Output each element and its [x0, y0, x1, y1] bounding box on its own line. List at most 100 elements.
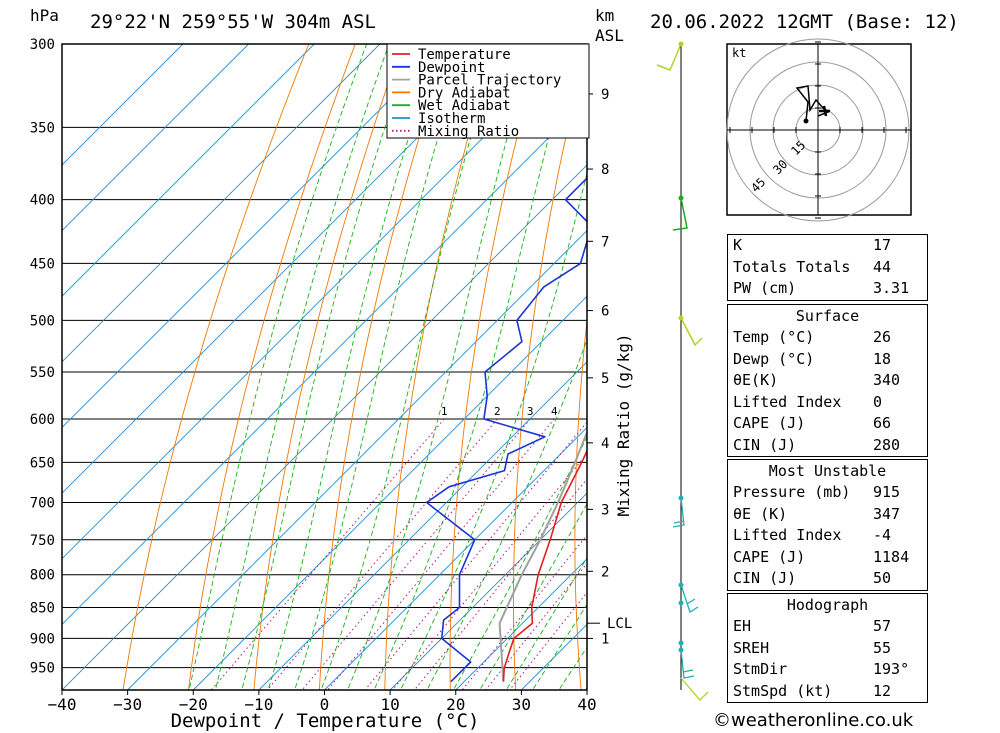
surface-row: Lifted Index 0: [733, 392, 883, 411]
wind-barb: [680, 584, 699, 613]
mixing-ratio-label: 4: [551, 405, 558, 418]
pressure-tick-label: 750: [30, 533, 55, 549]
pressure-tick-label: 400: [30, 193, 55, 209]
dry-adiabat-line: [188, 44, 356, 690]
surface-row: CAPE (J) 66: [733, 414, 892, 432]
km-unit-label: km: [595, 6, 614, 25]
isotherm-line: [455, 558, 587, 690]
dry-adiabat-line: [449, 44, 542, 690]
mixing-ratio-label: 2: [494, 405, 501, 418]
lcl-label: LCL: [607, 616, 632, 632]
hodograph-param-row: EH 57: [733, 617, 892, 635]
isotherm-line: [62, 44, 184, 166]
pressure-tick-label: 800: [30, 568, 55, 584]
wet-adiabat-line: [267, 44, 440, 690]
pressure-tick-label: 850: [30, 601, 55, 617]
legend-label: Dewpoint: [418, 60, 485, 76]
hodograph-start-dot: [803, 118, 809, 124]
isotherm-line: [62, 44, 578, 560]
x-tick-label: −40: [48, 695, 77, 714]
surface-row: θE(K) 340: [733, 371, 901, 389]
indices-table: K 17 Totals Totals 44 PW (cm) 3.31: [727, 234, 928, 301]
mixing-ratio-line: [414, 478, 587, 690]
isotherm-line: [62, 44, 381, 363]
pressure-tick-label: 950: [30, 661, 55, 677]
index-row-pw: PW (cm) 3.31: [733, 279, 910, 297]
pressure-tick-label: 550: [30, 365, 55, 381]
pressure-tick-label: 900: [30, 631, 55, 647]
wet-adiabat-line: [399, 171, 587, 690]
wind-barb: [680, 317, 703, 347]
mixing-ratio-line: [327, 418, 555, 690]
isotherm-line: [324, 426, 587, 690]
wet-adiabat-line: [294, 44, 468, 690]
km-tick-label: 9: [601, 87, 609, 103]
km-tick-label: 3: [601, 502, 609, 518]
wind-barb: [680, 649, 695, 679]
most-unstable-row: CAPE (J) 1184: [733, 547, 910, 566]
dry-adiabat-line: [513, 45, 587, 690]
x-tick-label: −20: [179, 695, 208, 714]
dry-adiabat-line: [122, 44, 310, 690]
pressure-tick-label: 350: [30, 120, 55, 136]
pressure-tick-label: 700: [30, 495, 55, 511]
pressure-tick-label: 500: [30, 313, 55, 329]
wet-adiabat-line: [188, 44, 368, 690]
pressure-tick-label: 300: [30, 37, 55, 53]
x-tick-label: 30: [512, 695, 531, 714]
mixing-ratio-label: 20: [697, 405, 710, 418]
footer-credit: ©weatheronline.co.uk: [713, 710, 914, 731]
dry-adiabat-line: [692, 44, 727, 690]
x-tick-label: 0: [320, 695, 330, 714]
legend-label: Wet Adiabat: [418, 98, 511, 114]
x-tick-label: −30: [113, 695, 142, 714]
dry-adiabat-line: [318, 44, 449, 690]
isotherm-line: [62, 164, 587, 690]
mixing-ratio-line: [461, 534, 587, 690]
isotherm-line: [62, 44, 446, 429]
dry-adiabat-line: [253, 44, 403, 690]
wind-level-dot: [678, 640, 684, 646]
wind-barb: [672, 197, 688, 231]
parcel-trajectory-line: [498, 429, 587, 682]
legend-label: Dry Adiabat: [418, 85, 511, 101]
km-tick-label: 4: [601, 436, 609, 452]
mixing-ratio-label: 1: [441, 405, 448, 418]
asl-unit-label: ASL: [595, 26, 624, 45]
surface-title: Surface: [795, 307, 860, 325]
mixing-ratio-line: [364, 421, 587, 690]
isotherm-line: [127, 229, 587, 690]
km-tick-label: 7: [601, 234, 609, 250]
isotherm-line: [62, 98, 587, 626]
isotherm-line: [192, 295, 587, 690]
wet-adiabat-line: [426, 338, 587, 690]
surface-row: CIN (J) 280: [733, 435, 901, 454]
most-unstable-title: Most Unstable: [768, 462, 887, 480]
km-tick-label: 1: [601, 631, 609, 647]
hodograph-params-title: Hodograph: [786, 596, 869, 614]
hpa-unit-label: hPa: [30, 6, 59, 25]
pressure-tick-label: 650: [30, 455, 55, 471]
legend-label: Mixing Ratio: [418, 124, 519, 140]
dry-adiabat-line: [384, 44, 496, 690]
most-unstable-row: Pressure (mb) 915: [733, 483, 901, 501]
isotherm-line: [62, 44, 315, 297]
wet-adiabat-line: [320, 44, 499, 690]
isotherm-line: [258, 361, 587, 690]
hodograph-param-row: StmSpd (kt) 12: [733, 681, 892, 700]
isotherm-line: [62, 44, 249, 232]
wind-barb: [656, 43, 682, 71]
storm-motion-marker: [819, 105, 830, 117]
pressure-tick-label: 450: [30, 256, 55, 272]
km-tick-label: 6: [601, 304, 609, 320]
legend-label: Parcel Trajectory: [418, 73, 561, 89]
hodograph-param-row: StmDir 193°: [733, 660, 910, 678]
wind-level-dot: [678, 600, 684, 606]
location-title: 29°22'N 259°55'W 304m ASL: [90, 11, 376, 33]
mixing-ratio-axis-label: Mixing Ratio (g/kg): [614, 333, 633, 516]
pressure-tick-label: 600: [30, 412, 55, 428]
wet-adiabat-line: [347, 44, 534, 690]
x-axis-label: Dewpoint / Temperature (°C): [171, 710, 480, 732]
